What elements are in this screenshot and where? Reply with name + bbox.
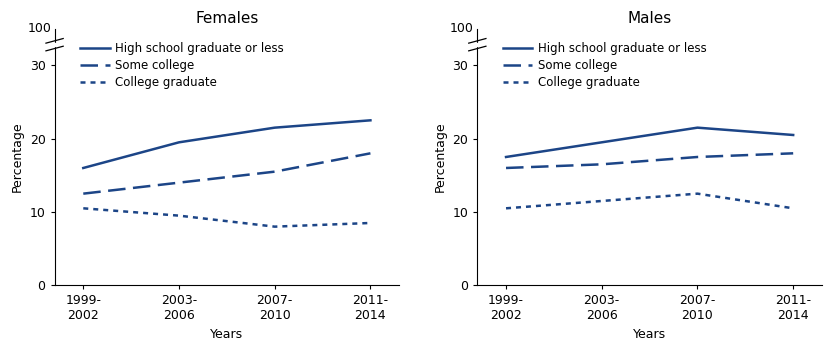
X-axis label: Years: Years [210, 328, 243, 341]
Polygon shape [46, 43, 63, 46]
Y-axis label: Percentage: Percentage [434, 122, 446, 192]
Text: 100: 100 [450, 22, 474, 35]
Legend: High school graduate or less, Some college, College graduate: High school graduate or less, Some colle… [501, 40, 710, 92]
Title: Males: Males [627, 11, 671, 26]
X-axis label: Years: Years [633, 328, 666, 341]
Y-axis label: Percentage: Percentage [11, 122, 24, 192]
Polygon shape [469, 43, 486, 46]
Title: Females: Females [195, 11, 258, 26]
Legend: High school graduate or less, Some college, College graduate: High school graduate or less, Some colle… [77, 40, 287, 92]
Text: 100: 100 [27, 22, 51, 35]
